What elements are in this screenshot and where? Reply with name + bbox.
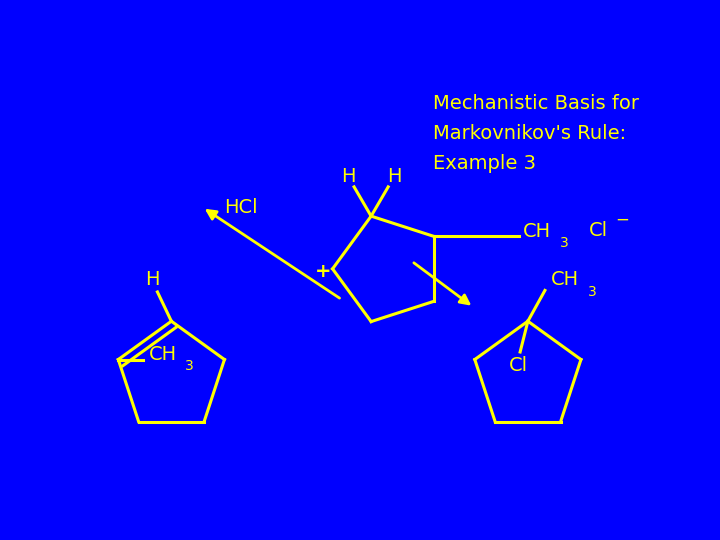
Text: −: − [616, 210, 629, 228]
Text: Markovnikov's Rule:: Markovnikov's Rule: [433, 124, 626, 143]
Text: Example 3: Example 3 [433, 154, 536, 173]
Text: HCl: HCl [225, 198, 258, 217]
Text: +: + [315, 262, 331, 281]
Text: Mechanistic Basis for: Mechanistic Basis for [433, 94, 639, 113]
Text: 3: 3 [560, 236, 569, 250]
Text: CH: CH [551, 270, 580, 289]
Text: H: H [341, 166, 355, 186]
Text: CH: CH [523, 222, 551, 241]
Text: Cl: Cl [509, 356, 528, 375]
Text: H: H [387, 166, 402, 186]
Text: H: H [145, 270, 160, 289]
Text: CH: CH [149, 346, 177, 365]
Text: 3: 3 [588, 285, 597, 299]
Text: Cl: Cl [588, 221, 608, 240]
Text: 3: 3 [185, 360, 194, 374]
